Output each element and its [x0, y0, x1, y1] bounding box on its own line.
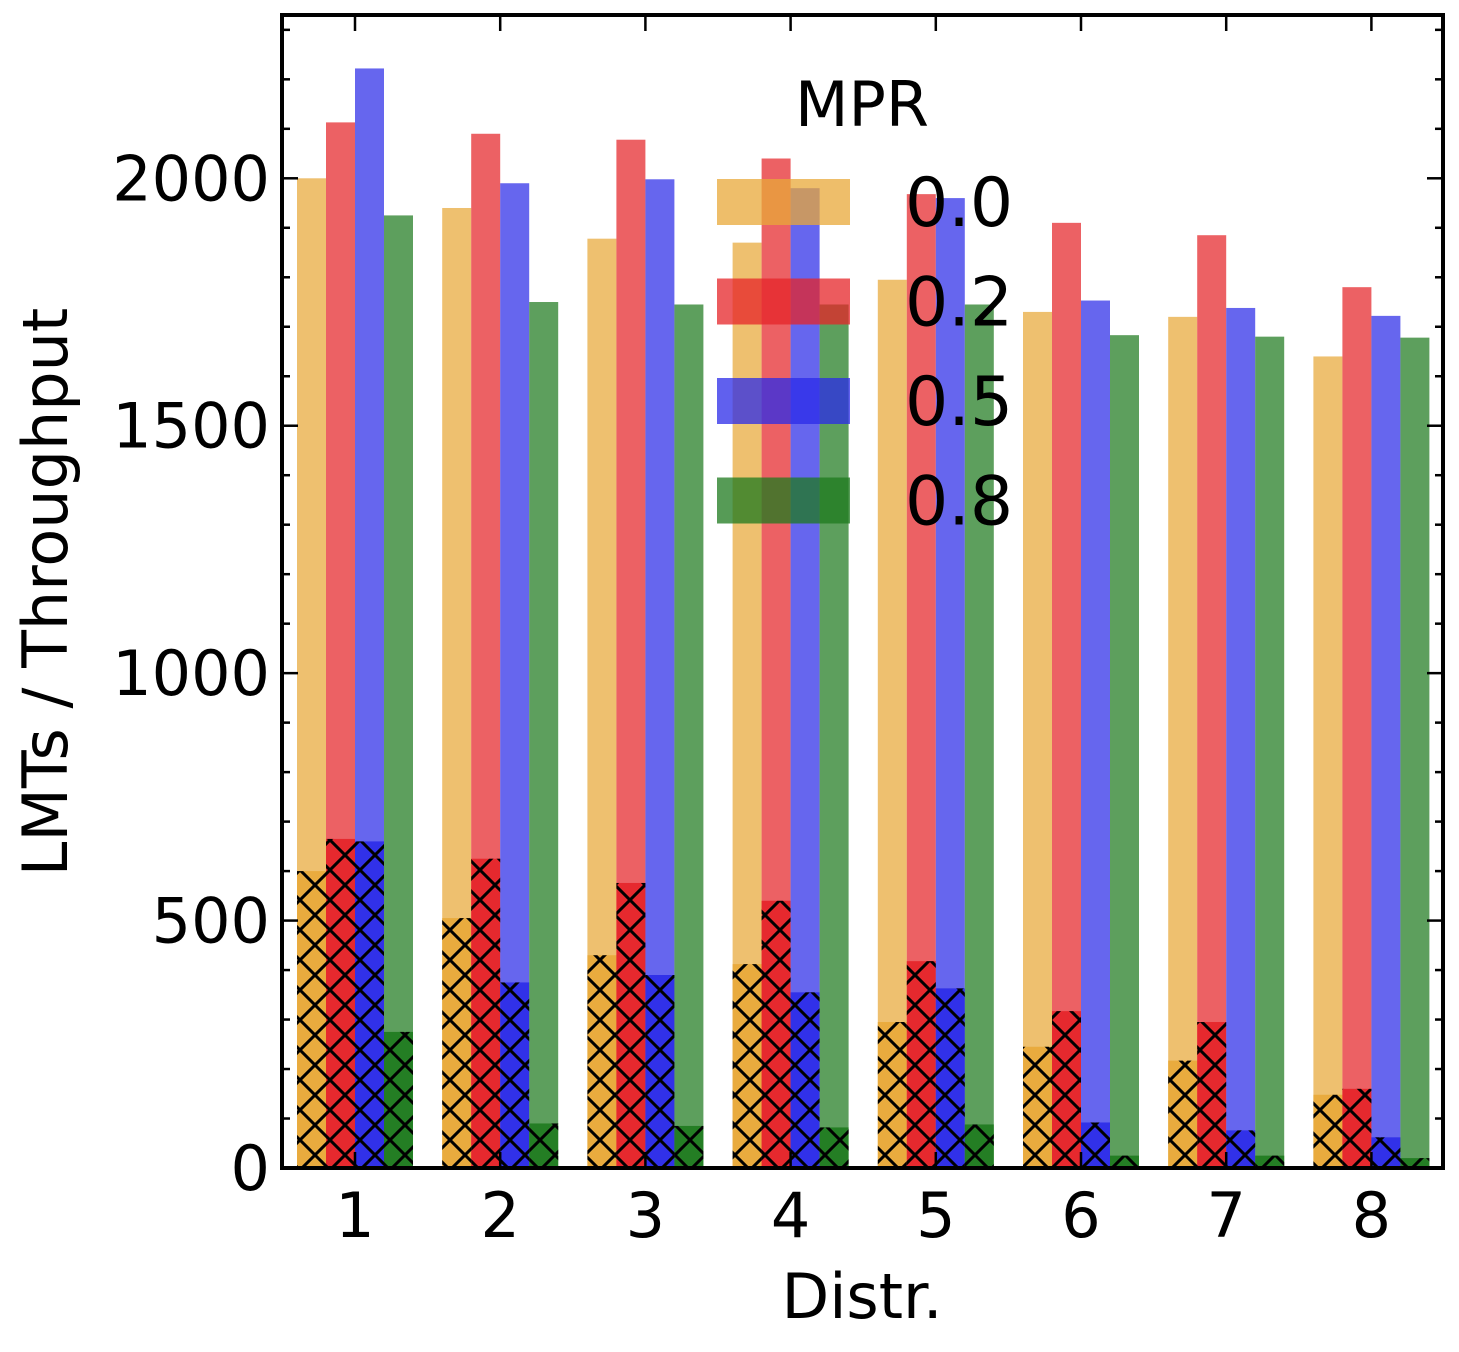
hatch-lmts-mpr-0.8-distr-5	[964, 1124, 994, 1168]
hatch-lmts-mpr-0.8-distr-3	[674, 1125, 704, 1168]
x-axis-label: Distr.	[781, 1260, 942, 1333]
legend-swatch-0.0	[717, 179, 850, 225]
x-tick-label: 6	[1061, 1179, 1100, 1252]
bar-throughput-mpr-0.8-distr-8	[1400, 337, 1430, 1168]
hatch-lmts-mpr-0.2-distr-1	[326, 838, 355, 1168]
bar-throughput-mpr-0.8-distr-7	[1255, 336, 1285, 1169]
bar-throughput-mpr-0.8-distr-1	[384, 215, 413, 1168]
hatch-lmts-mpr-0.5-distr-2	[500, 982, 530, 1168]
hatch-lmts-mpr-0.5-distr-8	[1371, 1137, 1401, 1168]
hatch-lmts-mpr-0.5-distr-7	[1226, 1130, 1256, 1168]
hatch-lmts-mpr-0.0-distr-5	[877, 1022, 907, 1168]
x-tick-label: 1	[335, 1179, 374, 1252]
x-tick-label: 8	[1352, 1179, 1391, 1252]
hatch-lmts-mpr-0.8-distr-2	[529, 1123, 559, 1168]
x-tick-label: 2	[480, 1179, 519, 1252]
hatch-lmts-mpr-0.2-distr-4	[761, 900, 791, 1168]
y-tick-label: 0	[231, 1132, 270, 1205]
hatch-lmts-mpr-0.8-distr-6	[1110, 1155, 1139, 1168]
plot-frame	[280, 13, 1445, 1170]
y-tick-label: 500	[152, 885, 270, 958]
hatch-lmts-mpr-0.2-distr-8	[1342, 1088, 1372, 1168]
x-tick-label: 5	[916, 1179, 955, 1252]
hatch-lmts-mpr-0.0-distr-6	[1023, 1046, 1052, 1168]
axes-layer: 0 500 1000 1500 2000 1 2 3 4 5 6 7 8	[112, 13, 1445, 1252]
hatch-lmts-mpr-0.8-distr-4	[819, 1127, 849, 1168]
bar-throughput-mpr-0.8-distr-3	[674, 304, 704, 1168]
y-axis-label: LMTs / Throughput	[9, 308, 82, 876]
hatch-lmts-mpr-0.5-distr-4	[790, 992, 820, 1168]
bar-throughput-mpr-0.0-distr-7	[1168, 316, 1198, 1168]
bar-throughput-mpr-0.2-distr-7	[1197, 235, 1227, 1169]
bar-throughput-mpr-0.8-distr-4	[819, 304, 849, 1168]
bar-throughput-mpr-0.5-distr-6	[1081, 300, 1110, 1168]
bar-throughput-mpr-0.2-distr-8	[1342, 287, 1372, 1169]
hatch-lmts-mpr-0.8-distr-7	[1255, 1155, 1285, 1168]
hatch-lmts-mpr-0.5-distr-6	[1081, 1122, 1110, 1168]
lmts-hatch-layer	[297, 838, 1430, 1168]
legend-label-0.2: 0.2	[905, 264, 1013, 343]
bar-throughput-mpr-0.5-distr-8	[1371, 315, 1401, 1169]
bar-throughput-mpr-0.8-distr-6	[1110, 335, 1139, 1168]
legend-swatch-0.8	[717, 477, 850, 524]
hatch-lmts-mpr-0.0-distr-2	[442, 918, 472, 1168]
bar-throughput-mpr-0.8-distr-2	[529, 302, 559, 1168]
hatch-lmts-mpr-0.8-distr-1	[384, 1031, 413, 1168]
hatch-lmts-mpr-0.2-distr-7	[1197, 1022, 1227, 1168]
bar-throughput-mpr-0.8-distr-5	[964, 304, 994, 1168]
x-tick-label: 4	[771, 1179, 810, 1252]
legend-label-0.0: 0.0	[905, 164, 1013, 243]
hatch-lmts-mpr-0.5-distr-3	[645, 975, 675, 1168]
hatch-lmts-mpr-0.8-distr-8	[1400, 1158, 1430, 1168]
hatch-lmts-mpr-0.0-distr-3	[587, 955, 617, 1168]
hatch-lmts-mpr-0.2-distr-2	[471, 858, 501, 1168]
hatch-lmts-mpr-0.2-distr-5	[906, 961, 936, 1168]
hatch-lmts-mpr-0.0-distr-4	[732, 964, 762, 1168]
hatch-lmts-mpr-0.0-distr-1	[297, 871, 326, 1168]
x-tick-label: 7	[1206, 1179, 1245, 1252]
bar-throughput-mpr-0.0-distr-8	[1313, 356, 1343, 1168]
hatch-lmts-mpr-0.2-distr-6	[1052, 1011, 1081, 1168]
legend-swatch-0.2	[717, 278, 850, 325]
y-tick-label: 1000	[112, 637, 270, 710]
bar-throughput-mpr-0.2-distr-6	[1052, 222, 1081, 1168]
legend-title: MPR	[795, 68, 929, 141]
bar-throughput-mpr-0.5-distr-7	[1226, 307, 1256, 1169]
bar-throughput-mpr-0.0-distr-6	[1023, 311, 1052, 1168]
y-tick-label: 1500	[112, 390, 270, 463]
y-tick-label: 2000	[112, 142, 270, 215]
legend-label-0.8: 0.8	[905, 463, 1013, 542]
bar-throughput-mpr-0.0-distr-5	[877, 279, 907, 1168]
hatch-lmts-mpr-0.5-distr-5	[935, 988, 965, 1168]
legend: MPR 0.0 0.2 0.5 0.8	[717, 68, 1013, 542]
hatch-lmts-mpr-0.2-distr-3	[616, 882, 646, 1168]
x-tick-label: 3	[626, 1179, 665, 1252]
hatch-lmts-mpr-0.0-distr-7	[1168, 1060, 1198, 1168]
hatch-lmts-mpr-0.0-distr-8	[1313, 1094, 1343, 1168]
legend-label-0.5: 0.5	[905, 363, 1013, 442]
hatch-lmts-mpr-0.5-distr-1	[355, 841, 384, 1168]
legend-swatch-0.5	[717, 378, 850, 424]
